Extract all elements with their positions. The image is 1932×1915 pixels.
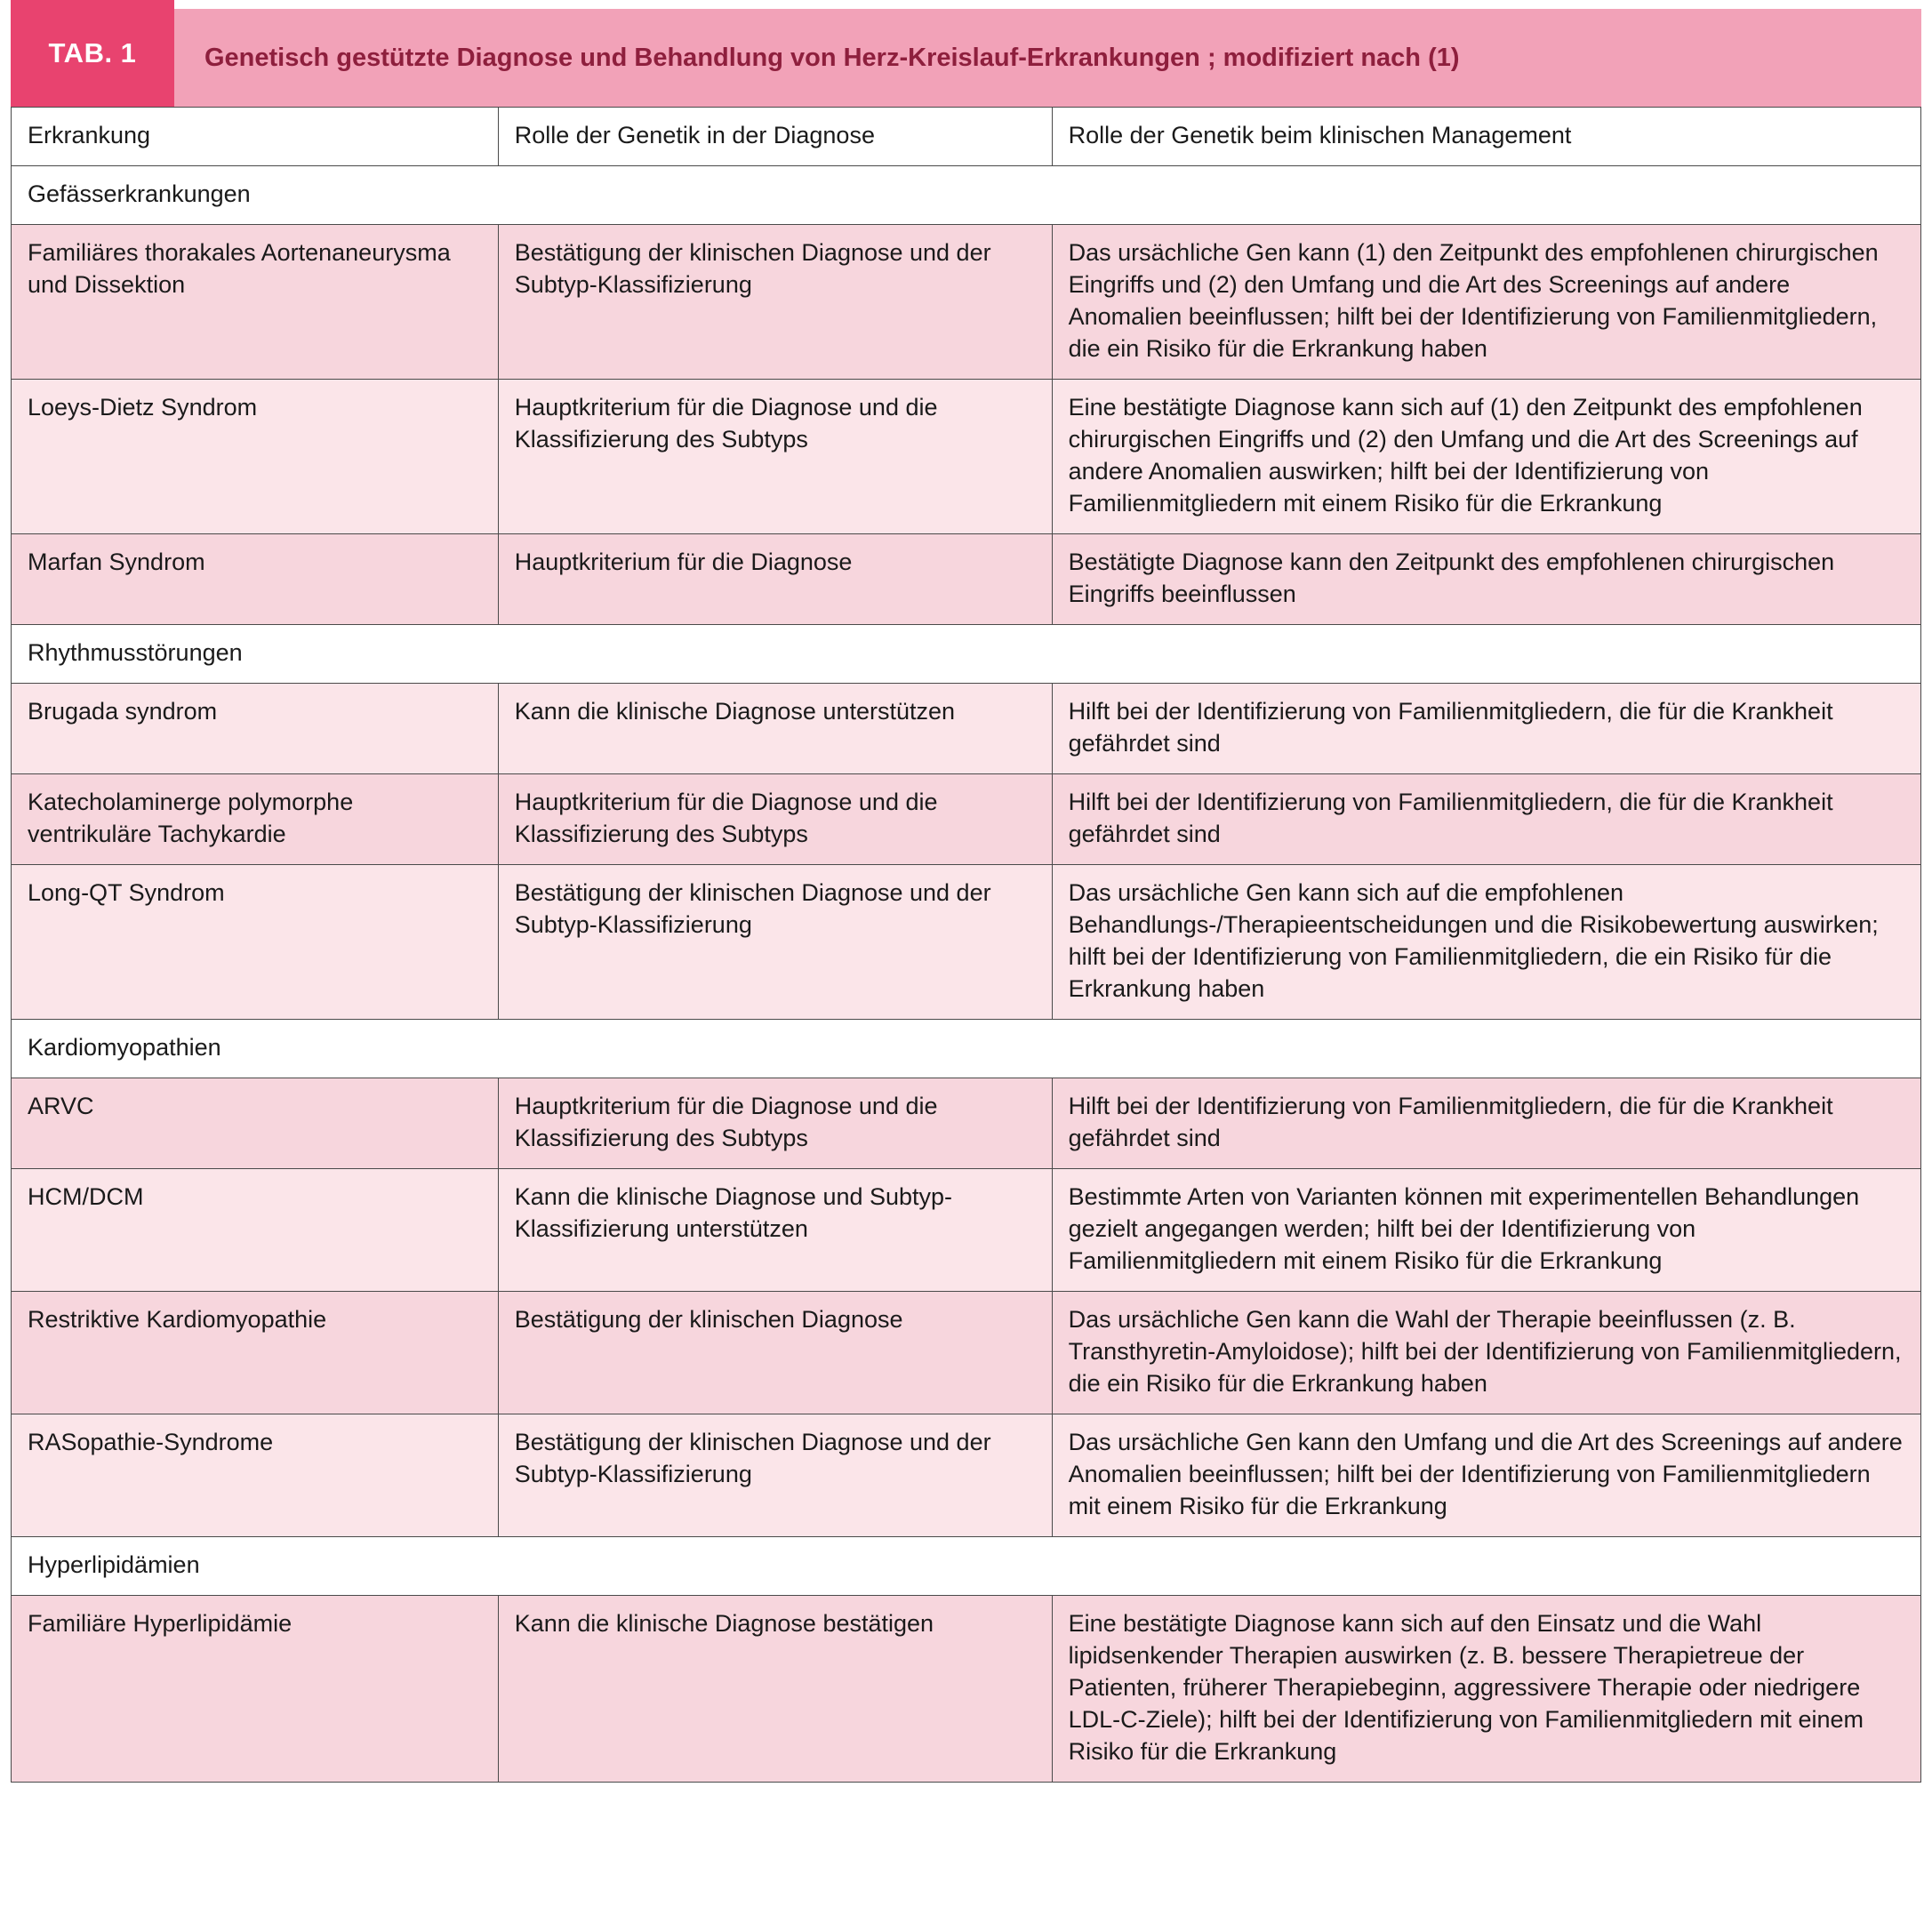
table-row: RASopathie-Syndrome Bestätigung der klin… [11,1414,1922,1537]
table-figure: TAB. 1 Genetisch gestützte Diagnose und … [0,0,1932,1800]
table-row: Katecholaminerge polymorphe ventrikuläre… [11,773,1922,865]
cell-management-role: Das ursächliche Gen kann sich auf die em… [1051,864,1922,1020]
cell-diagnosis-role: Bestätigung der klinischen Diagnose [497,1291,1053,1414]
section-header: Hyperlipidämien [11,1536,1921,1596]
cell-diagnosis-role: Bestätigung der klinischen Diagnose und … [497,1414,1053,1537]
cell-management-role: Hilft bei der Identifizierung von Famili… [1051,683,1922,774]
column-header-disease: Erkrankung [11,107,499,166]
cell-diagnosis-role: Hauptkriterium für die Diagnose und die … [497,379,1053,534]
table-row: Familiäre Hyperlipidämie Kann die klinis… [11,1595,1922,1783]
cell-diagnosis-role: Hauptkriterium für die Diagnose und die … [497,773,1053,865]
cell-disease: ARVC [11,1078,499,1169]
cell-disease: Marfan Syndrom [11,533,499,625]
table-tab-label: TAB. 1 [11,0,174,107]
cell-disease: Familiäres thorakales Aortenaneurysma un… [11,224,499,380]
column-header-diagnosis-role: Rolle der Genetik in der Diagnose [497,107,1053,166]
table-row: Marfan Syndrom Hauptkriterium für die Di… [11,533,1922,625]
cell-management-role: Das ursächliche Gen kann (1) den Zeitpun… [1051,224,1922,380]
cell-management-role: Eine bestätigte Diagnose kann sich auf (… [1051,379,1922,534]
cell-diagnosis-role: Bestätigung der klinischen Diagnose und … [497,864,1053,1020]
table-header-band: TAB. 1 Genetisch gestützte Diagnose und … [11,0,1921,107]
tab-label-text: TAB. 1 [48,37,137,68]
cell-disease: Long-QT Syndrom [11,864,499,1020]
cell-diagnosis-role: Kann die klinische Diagnose unterstützen [497,683,1053,774]
cell-management-role: Das ursächliche Gen kann den Umfang und … [1051,1414,1922,1537]
cell-management-role: Das ursächliche Gen kann die Wahl der Th… [1051,1291,1922,1414]
cell-disease: HCM/DCM [11,1168,499,1292]
section-header-row: Hyperlipidämien [11,1536,1921,1596]
table-row: Familiäres thorakales Aortenaneurysma un… [11,224,1922,380]
cell-management-role: Eine bestätigte Diagnose kann sich auf d… [1051,1595,1922,1783]
section-header: Gefässerkrankungen [11,165,1921,225]
table-row: HCM/DCM Kann die klinische Diagnose und … [11,1168,1922,1292]
section-header: Rhythmusstörungen [11,624,1921,684]
section-header: Kardiomyopathien [11,1019,1921,1078]
section-header-row: Rhythmusstörungen [11,624,1921,684]
section-header-row: Kardiomyopathien [11,1019,1921,1078]
cell-diagnosis-role: Kann die klinische Diagnose und Subtyp-K… [497,1168,1053,1292]
cell-disease: Brugada syndrom [11,683,499,774]
cell-diagnosis-role: Hauptkriterium für die Diagnose und die … [497,1078,1053,1169]
cell-diagnosis-role: Bestätigung der klinischen Diagnose und … [497,224,1053,380]
table-title: Genetisch gestützte Diagnose und Behandl… [204,43,1460,72]
cell-disease: Katecholaminerge polymorphe ventrikuläre… [11,773,499,865]
cell-management-role: Bestimmte Arten von Varianten können mit… [1051,1168,1922,1292]
cell-disease: Restriktive Kardiomyopathie [11,1291,499,1414]
column-header-row: Erkrankung Rolle der Genetik in der Diag… [11,107,1922,166]
cell-diagnosis-role: Hauptkriterium für die Diagnose [497,533,1053,625]
table-row: ARVC Hauptkriterium für die Diagnose und… [11,1078,1922,1169]
table-row: Long-QT Syndrom Bestätigung der klinisch… [11,864,1922,1020]
cell-disease: RASopathie-Syndrome [11,1414,499,1537]
cell-diagnosis-role: Kann die klinische Diagnose bestätigen [497,1595,1053,1783]
cell-management-role: Hilft bei der Identifizierung von Famili… [1051,1078,1922,1169]
cell-management-role: Bestätigte Diagnose kann den Zeitpunkt d… [1051,533,1922,625]
cell-disease: Familiäre Hyperlipidämie [11,1595,499,1783]
data-table: Erkrankung Rolle der Genetik in der Diag… [11,107,1922,1783]
column-header-management-role: Rolle der Genetik beim klinischen Manage… [1051,107,1922,166]
table-row: Brugada syndrom Kann die klinische Diagn… [11,683,1922,774]
section-header-row: Gefässerkrankungen [11,165,1921,225]
table-row: Restriktive Kardiomyopathie Bestätigung … [11,1291,1922,1414]
table-row: Loeys-Dietz Syndrom Hauptkriterium für d… [11,379,1922,534]
cell-disease: Loeys-Dietz Syndrom [11,379,499,534]
cell-management-role: Hilft bei der Identifizierung von Famili… [1051,773,1922,865]
